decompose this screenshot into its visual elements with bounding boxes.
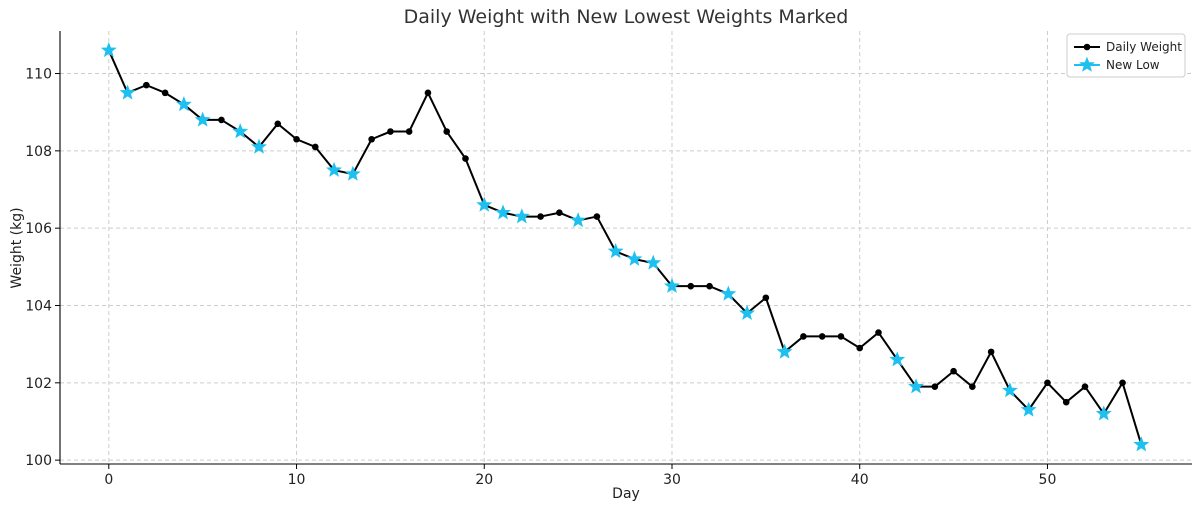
daily-weight-point [950, 367, 957, 375]
axes: 0 10 20 30 40 50 100 102 104 106 108 110 [25, 31, 1192, 488]
y-tick-label: 102 [25, 376, 52, 392]
daily-weight-point [762, 294, 770, 302]
new-low-star [232, 123, 249, 139]
daily-weight-point [875, 329, 882, 336]
daily-weight-point [405, 128, 413, 135]
new-low-star [720, 285, 737, 301]
new-low-star [1133, 436, 1150, 452]
new-low-star [607, 243, 624, 259]
x-tick-label: 50 [1039, 472, 1057, 488]
legend-marker-new-low [1079, 56, 1095, 72]
daily-weight-point [706, 282, 713, 290]
y-tick-label: 106 [25, 221, 52, 237]
new-low-star [513, 208, 530, 224]
new-low-star [645, 254, 662, 270]
grid [60, 31, 1192, 464]
daily-weight-point [443, 128, 451, 135]
new-low-star [100, 41, 117, 58]
daily-weight-point [987, 348, 995, 356]
daily-weight-point [1062, 398, 1070, 406]
new-low-star [326, 161, 343, 177]
daily-weight-point [274, 120, 282, 128]
daily-weight-point [218, 116, 225, 124]
new-low-star [776, 343, 793, 359]
new-low-star [739, 304, 756, 320]
daily-weight-point [462, 155, 469, 162]
new-low-star [908, 378, 924, 394]
new-low-star [194, 111, 211, 127]
new-low-star [119, 84, 136, 100]
daily-weight-point [969, 383, 976, 390]
x-tick-label: 40 [851, 472, 869, 488]
new-low-star [889, 351, 906, 367]
x-tick-label: 20 [475, 472, 493, 488]
daily-weight-point [312, 143, 319, 151]
y-axis-label: Weight (kg) [9, 207, 25, 288]
new-low-star [1095, 405, 1112, 421]
daily-weight-point [856, 344, 864, 352]
daily-weight-point [143, 81, 150, 89]
new-low-star [664, 277, 680, 293]
daily-weight-point [1044, 379, 1051, 387]
daily-weight-point [368, 135, 375, 143]
new-low-star [1020, 401, 1037, 417]
daily-weight-point [424, 89, 432, 97]
daily-weight-point [800, 333, 807, 340]
daily-weight-point [687, 282, 695, 290]
chart-title: Daily Weight with New Lowest Weights Mar… [404, 6, 849, 28]
daily-weight-point [593, 213, 601, 220]
daily-weight-point [387, 128, 394, 135]
y-tick-label: 110 [25, 67, 52, 83]
legend: Daily Weight New Low [1066, 33, 1186, 78]
y-tick-label: 108 [25, 144, 52, 160]
new-low-star [626, 250, 643, 266]
daily-weight-point [293, 135, 300, 143]
daily-weight-point [161, 89, 169, 97]
legend-label-daily-weight: Daily Weight [1106, 40, 1182, 54]
daily-weight-point [537, 213, 544, 220]
x-tick-label: 10 [288, 472, 306, 488]
x-tick-label: 0 [104, 472, 113, 488]
daily-weight-line [107, 49, 1143, 445]
daily-weight-point [1081, 383, 1089, 390]
new-low-star [344, 165, 361, 181]
new-low-star [1001, 382, 1018, 398]
daily-weight-point [556, 209, 563, 217]
new-low-star [251, 138, 267, 154]
new-low-star [175, 96, 192, 112]
new-low-star [495, 204, 511, 220]
legend-label-new-low: New Low [1106, 58, 1160, 72]
daily-weight-point [837, 333, 845, 340]
legend-box [1066, 33, 1186, 78]
y-tick-label: 100 [25, 453, 52, 469]
daily-weight-point [931, 383, 939, 390]
series [100, 41, 1150, 452]
y-tick-label: 104 [25, 298, 52, 314]
legend-marker-daily-weight [1083, 43, 1091, 51]
daily-weight-point [818, 333, 826, 340]
new-low-star [476, 196, 493, 212]
daily-weight-point [1119, 379, 1126, 387]
new-low-star [570, 212, 587, 228]
x-tick-label: 30 [663, 472, 681, 488]
x-axis-label: Day [612, 486, 640, 502]
